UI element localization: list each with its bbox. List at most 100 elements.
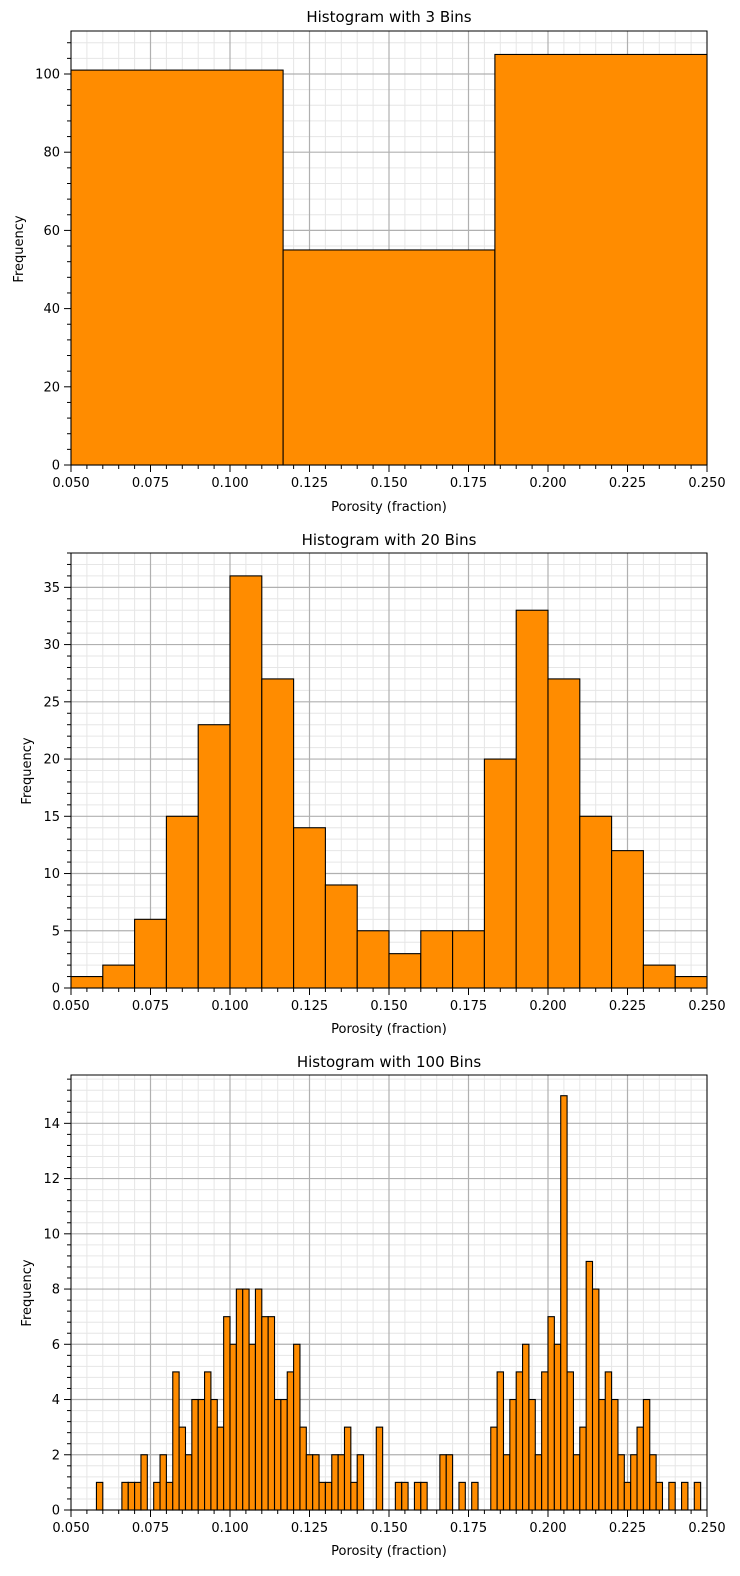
x-tick-label: 0.250 (688, 1521, 725, 1536)
histogram-bar (254, 1288, 263, 1511)
x-tick-label: 0.075 (132, 999, 169, 1014)
histogram-bar (553, 1343, 562, 1511)
histogram-bar (293, 1343, 301, 1511)
histogram-bar (153, 1481, 161, 1511)
histogram-bar (273, 1398, 282, 1511)
chart-title: Histogram with 3 Bins (306, 8, 471, 26)
histogram-bar (165, 1481, 174, 1511)
y-tick-label: 0 (52, 982, 60, 997)
histogram-bar (261, 1316, 269, 1511)
histogram-bar (70, 976, 104, 989)
subplot-3-bins: Histogram with 3 Bins Porosity (fraction… (12, 8, 726, 515)
histogram-bar (350, 1481, 358, 1511)
y-tick-label: 20 (43, 380, 60, 395)
histogram-bar (229, 1343, 237, 1511)
x-tick-label: 0.150 (370, 999, 407, 1014)
histogram-bar (509, 1398, 517, 1511)
histogram-bar (140, 1454, 148, 1511)
histogram-bar (598, 1398, 606, 1511)
histogram-bar (312, 1454, 320, 1511)
histogram-bar (649, 1454, 657, 1511)
histogram-bar (216, 1426, 225, 1511)
histogram-bar (210, 1398, 218, 1511)
y-tick-label: 2 (52, 1448, 60, 1463)
histogram-bar (286, 1371, 295, 1511)
histogram-bar (560, 1095, 568, 1511)
histogram-bar (261, 678, 295, 989)
histogram-bar (452, 930, 485, 989)
y-axis-label: Frequency (20, 737, 35, 804)
histogram-bar (579, 1426, 587, 1511)
histogram-bar (483, 758, 517, 989)
histogram-bar (165, 815, 199, 989)
histogram-bar (502, 1454, 511, 1511)
x-tick-label: 0.150 (370, 1521, 407, 1536)
bars (95, 1095, 702, 1511)
histogram-bar (331, 1454, 339, 1511)
histogram-bar (515, 1371, 524, 1511)
histogram-bar (617, 1454, 625, 1511)
histogram-bar (388, 953, 422, 989)
x-tick-label: 0.050 (52, 999, 89, 1014)
x-tick-label: 0.125 (291, 999, 328, 1014)
chart-title: Histogram with 100 Bins (297, 1053, 482, 1071)
histogram-bar (642, 1398, 651, 1511)
histogram-bar (127, 1481, 136, 1511)
histogram-bar (439, 1454, 447, 1511)
histogram-bar (471, 1481, 479, 1511)
histogram-bar (636, 1426, 644, 1511)
x-tick-label: 0.250 (688, 476, 725, 491)
histogram-bar (229, 575, 263, 989)
histogram-bar (496, 1371, 505, 1511)
histogram-bar (591, 1288, 600, 1511)
y-tick-label: 14 (43, 1117, 60, 1132)
histogram-bar (356, 930, 390, 989)
histogram-bar (178, 1426, 187, 1511)
y-tick-label: 60 (43, 224, 60, 239)
y-tick-label: 15 (43, 810, 60, 825)
histogram-bar (337, 1454, 346, 1511)
histogram-bar (204, 1371, 212, 1511)
histogram-bar (191, 1398, 199, 1511)
histogram-bar (585, 1260, 594, 1511)
histogram-bar (102, 964, 136, 989)
y-tick-label: 0 (52, 459, 60, 474)
histogram-bar (293, 827, 326, 989)
histogram-bar (172, 1371, 180, 1511)
y-tick-label: 5 (52, 924, 60, 939)
bars (70, 53, 708, 466)
y-tick-label: 25 (43, 695, 60, 710)
histogram-bar (299, 1426, 307, 1511)
histogram-bar (420, 1481, 428, 1511)
histogram-bar (445, 1454, 454, 1511)
y-axis-label: Frequency (12, 215, 27, 282)
y-tick-label: 4 (52, 1393, 60, 1408)
histogram-bar (159, 1454, 167, 1511)
histogram-bar (528, 1398, 536, 1511)
histogram-bar (611, 1398, 619, 1511)
ticks: 0.050 0.075 0.100 0.125 0.150 0.175 0.200 0.225… (43, 552, 726, 1014)
histogram-bar (184, 1454, 193, 1511)
chart-title: Histogram with 20 Bins (302, 531, 477, 549)
x-tick-label: 0.175 (450, 1521, 487, 1536)
x-tick-label: 0.075 (132, 1521, 169, 1536)
histogram-bar (197, 724, 231, 989)
x-tick-label: 0.200 (529, 476, 566, 491)
histogram-bar (223, 1316, 231, 1511)
y-tick-label: 40 (43, 302, 60, 317)
x-axis-label: Porosity (fraction) (331, 1022, 447, 1037)
bars (70, 575, 708, 989)
x-tick-label: 0.225 (609, 1521, 646, 1536)
x-tick-label: 0.125 (291, 476, 328, 491)
x-tick-label: 0.175 (450, 999, 487, 1014)
x-tick-label: 0.225 (609, 999, 646, 1014)
histogram-bar (134, 918, 167, 989)
y-tick-label: 10 (43, 867, 60, 882)
histogram-bar (235, 1288, 244, 1511)
histogram-bar (95, 1481, 104, 1511)
y-tick-label: 6 (52, 1338, 60, 1353)
histogram-bar (655, 1481, 664, 1511)
histogram-bar (420, 930, 454, 989)
x-axis-label: Porosity (fraction) (331, 1544, 447, 1559)
y-tick-label: 35 (43, 581, 60, 596)
